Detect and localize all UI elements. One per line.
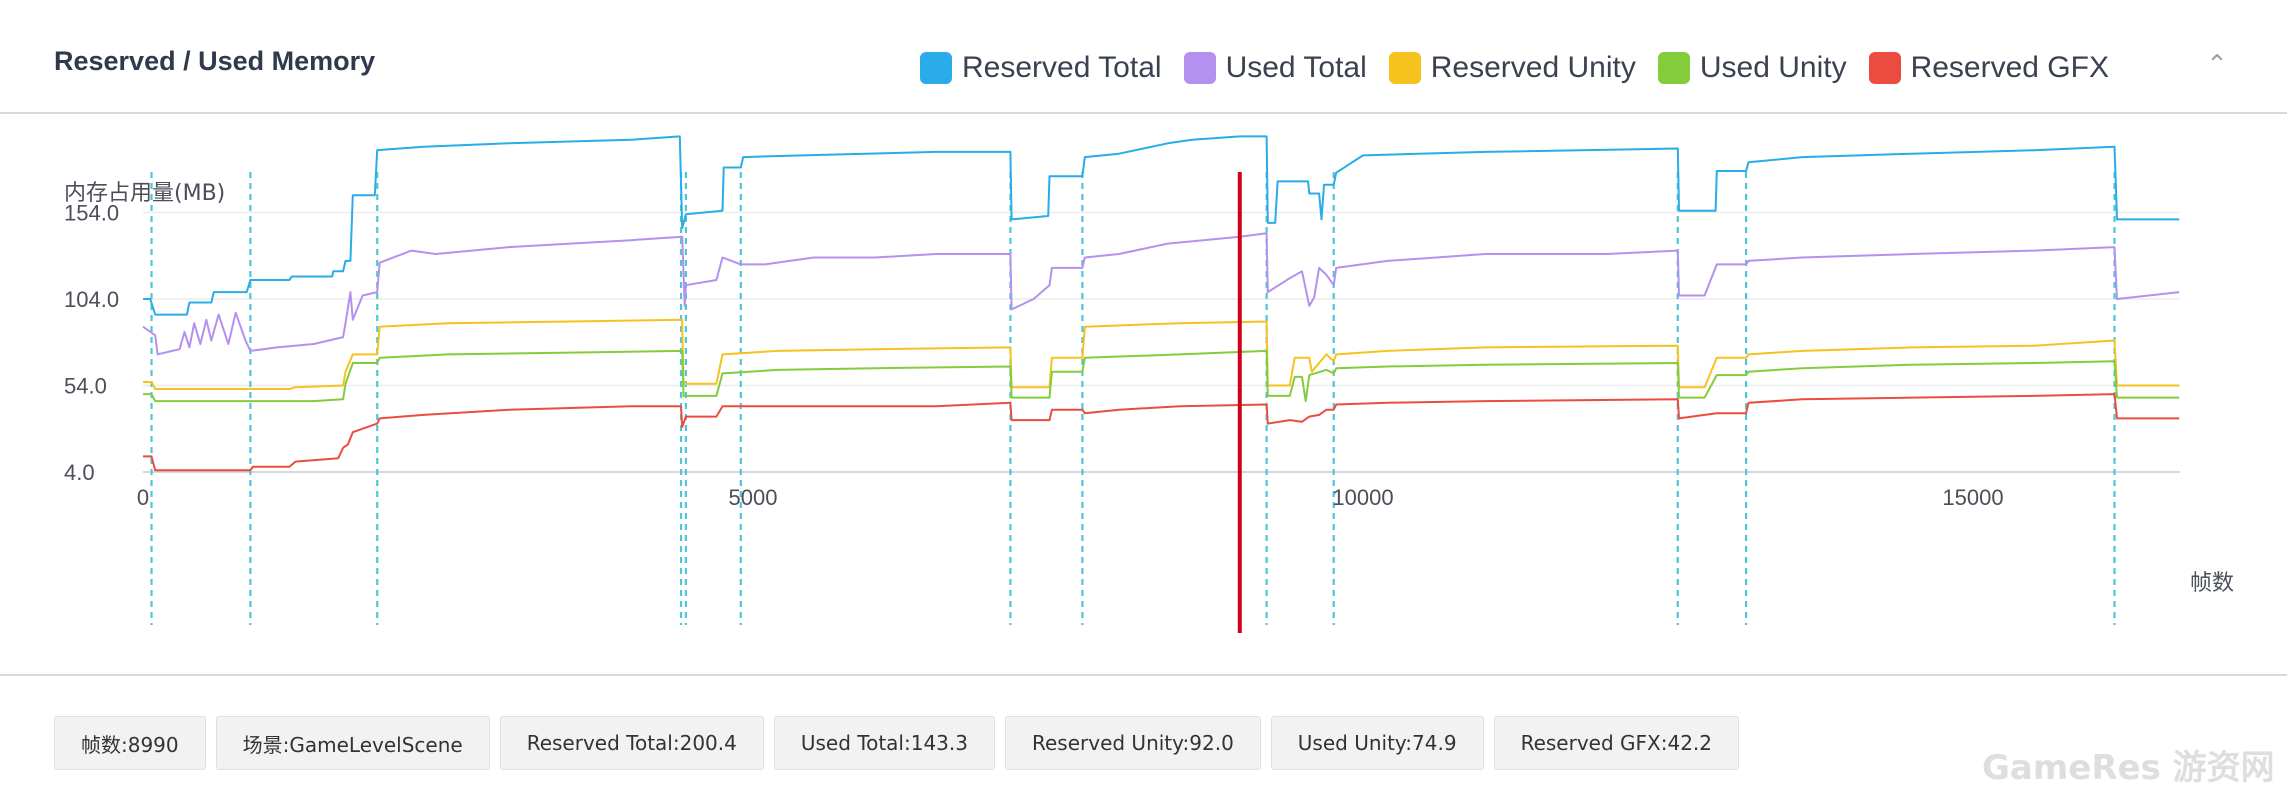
legend-swatch — [1388, 52, 1421, 84]
chart-header: Reserved / Used Memory Reserved Total Us… — [0, 0, 2287, 114]
legend-label: Reserved Total — [962, 51, 1162, 84]
tag-reserved-total: Reserved Total:200.4 — [499, 716, 764, 770]
legend-item-reserved-gfx[interactable]: Reserved GFX — [1868, 51, 2109, 85]
legend-item-reserved-total[interactable]: Reserved Total — [920, 51, 1162, 85]
legend-label: Reserved Unity — [1430, 51, 1636, 84]
y-tick-label: 54.0 — [64, 374, 107, 399]
y-tick-label: 4.0 — [64, 460, 95, 485]
x-tick-label: 5000 — [729, 485, 778, 510]
tag-used-total: Used Total:143.3 — [773, 716, 995, 770]
chart-title: Reserved / Used Memory — [54, 46, 376, 76]
status-footer: 帧数:8990 场景:GameLevelScene Reserved Total… — [0, 674, 2287, 793]
legend-swatch — [1183, 52, 1216, 84]
chevron-up-icon[interactable]: ⌃ — [2206, 50, 2228, 80]
series-line — [143, 393, 2180, 472]
x-tick-label: 15000 — [1942, 485, 2003, 510]
y-tick-label: 154.0 — [64, 201, 119, 226]
legend-swatch — [1657, 52, 1690, 84]
legend-item-reserved-unity[interactable]: Reserved Unity — [1388, 51, 1636, 85]
legend-label: Used Unity — [1699, 51, 1847, 84]
x-tick-label: 0 — [137, 485, 149, 510]
legend: Reserved Total Used Total Reserved Unity… — [920, 48, 2131, 88]
series-line — [142, 232, 2180, 356]
y-tick-label: 104.0 — [64, 287, 119, 312]
legend-item-used-unity[interactable]: Used Unity — [1657, 51, 1847, 85]
legend-swatch — [920, 52, 952, 84]
value-tags: 帧数:8990 场景:GameLevelScene Reserved Total… — [54, 716, 1749, 770]
tag-used-unity: Used Unity:74.9 — [1270, 716, 1484, 770]
legend-label: Used Total — [1225, 51, 1367, 84]
series-line — [143, 318, 2180, 390]
legend-item-used-total[interactable]: Used Total — [1183, 51, 1367, 85]
tag-scene: 场景:GameLevelScene — [215, 716, 490, 770]
x-tick-label: 10000 — [1332, 485, 1393, 510]
y-axis-label: 内存占用量(MB) — [64, 181, 225, 206]
legend-swatch — [1868, 52, 1901, 84]
watermark-logo: GameRes 游资网 — [1982, 748, 2275, 788]
tag-frame: 帧数:8990 — [54, 716, 206, 770]
tag-reserved-gfx: Reserved GFX:42.2 — [1493, 716, 1739, 770]
x-axis-label: 帧数 — [2190, 571, 2234, 596]
memory-line-chart[interactable]: 154.0 104.0 54.0 4.0 0 5000 10000 15000 内存占用量(MB… — [0, 114, 2287, 672]
series-line — [143, 135, 2180, 316]
series-line — [143, 349, 2180, 403]
legend-label: Reserved GFX — [1910, 51, 2109, 84]
tag-reserved-unity: Reserved Unity:92.0 — [1004, 716, 1261, 770]
